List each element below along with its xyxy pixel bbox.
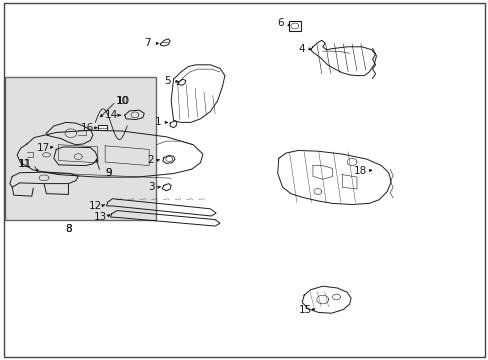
Text: 7: 7: [144, 38, 151, 48]
Text: 3: 3: [148, 182, 155, 192]
Text: 17: 17: [36, 143, 50, 153]
Text: 4: 4: [298, 44, 305, 54]
Text: 2: 2: [147, 155, 154, 165]
Text: 9: 9: [105, 168, 112, 178]
Text: 11: 11: [18, 159, 31, 169]
Text: 8: 8: [65, 224, 72, 234]
Text: 9: 9: [105, 168, 112, 178]
Bar: [288, 21, 301, 31]
Text: 13: 13: [93, 212, 107, 222]
Bar: [5, 77, 156, 220]
Text: 6: 6: [276, 18, 283, 28]
Text: 16: 16: [80, 123, 94, 133]
Text: 8: 8: [65, 224, 72, 234]
Text: 5: 5: [164, 76, 171, 86]
Text: 1: 1: [154, 117, 161, 127]
Text: 14: 14: [104, 110, 118, 120]
FancyBboxPatch shape: [98, 125, 106, 130]
Text: 10: 10: [117, 96, 129, 106]
Text: 11: 11: [19, 159, 32, 169]
Text: 10: 10: [116, 96, 128, 106]
Text: 12: 12: [88, 201, 102, 211]
Text: 15: 15: [298, 305, 312, 315]
Text: 18: 18: [353, 166, 367, 176]
